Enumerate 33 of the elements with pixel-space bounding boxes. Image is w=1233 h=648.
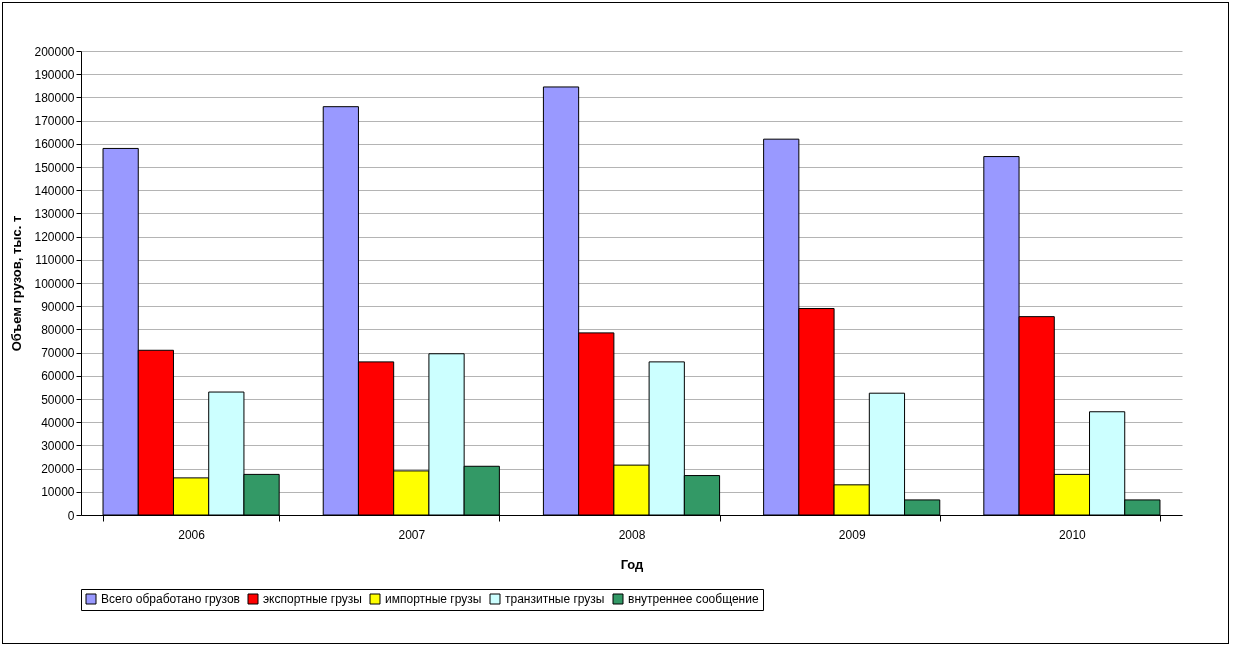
y-tick-label: 30000 xyxy=(41,438,75,453)
legend-label: импортные грузы xyxy=(385,592,482,606)
y-tick-label: 10000 xyxy=(41,485,75,500)
y-tick-label: 100000 xyxy=(34,276,75,291)
y-tick-label: 60000 xyxy=(41,369,75,384)
x-axis-title: Год xyxy=(620,556,645,572)
y-tick-label: 200000 xyxy=(34,44,75,59)
legend-label: Всего обработано грузов xyxy=(101,592,240,606)
y-tick-label: 160000 xyxy=(34,137,75,152)
y-tick-label: 0 xyxy=(67,508,75,523)
legend-label: внутреннее сообщение xyxy=(628,592,759,606)
y-tick-label: 150000 xyxy=(34,160,75,175)
y-tick-label: 80000 xyxy=(41,322,75,337)
y-tick-label: 130000 xyxy=(34,206,75,221)
legend-label: транзитные грузы xyxy=(505,592,605,606)
y-tick-label: 180000 xyxy=(34,90,75,105)
y-tick-label: 110000 xyxy=(35,253,75,268)
y-tick-label: 190000 xyxy=(34,67,75,82)
y-tick-label: 20000 xyxy=(41,462,75,477)
y-tick-label: 140000 xyxy=(34,183,75,198)
y-tick-label: 120000 xyxy=(34,230,75,245)
y-tick-label: 70000 xyxy=(41,346,75,361)
y-axis-title: Объем грузов, тыс. т xyxy=(9,215,25,352)
y-tick-label: 170000 xyxy=(34,114,75,129)
y-tick-label: 50000 xyxy=(41,392,75,407)
x-tick-label: 2006 xyxy=(178,527,206,542)
x-tick-label: 2010 xyxy=(1059,527,1087,542)
x-tick-label: 2008 xyxy=(618,527,646,542)
y-tick-label: 90000 xyxy=(41,299,75,314)
x-tick-label: 2009 xyxy=(838,527,866,542)
x-tick-label: 2007 xyxy=(398,527,426,542)
y-tick-label: 40000 xyxy=(41,415,75,430)
legend-label: экспортные грузы xyxy=(263,592,362,606)
